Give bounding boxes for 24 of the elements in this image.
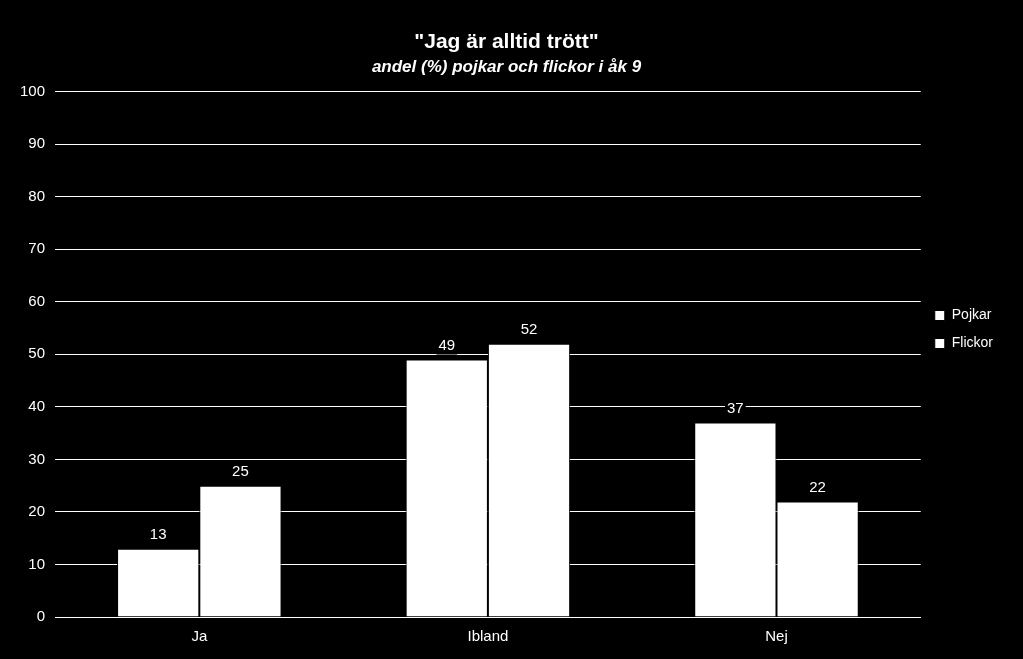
y-tick-label: 90 bbox=[28, 134, 46, 152]
legend-label: Flickor bbox=[951, 334, 994, 351]
y-tick-label: 0 bbox=[36, 607, 46, 625]
y-tick-label: 50 bbox=[28, 344, 46, 362]
data-label: 22 bbox=[809, 478, 826, 496]
data-label: 52 bbox=[520, 320, 538, 338]
data-label: 13 bbox=[149, 525, 167, 543]
chart-title: "Jag är alltid trött" bbox=[414, 29, 599, 53]
y-tick-label: 10 bbox=[28, 554, 46, 572]
y-tick-label: 100 bbox=[20, 81, 46, 99]
y-tick-label: 80 bbox=[28, 186, 46, 204]
y-tick-label: 20 bbox=[28, 502, 46, 520]
data-label: 37 bbox=[727, 399, 744, 417]
y-tick-label: 60 bbox=[28, 291, 46, 309]
x-tick-label: Ja bbox=[191, 627, 208, 645]
x-tick-label: Nej bbox=[765, 627, 788, 645]
legend-label: Pojkar bbox=[951, 306, 992, 323]
data-label: 25 bbox=[232, 462, 249, 480]
data-label: 49 bbox=[438, 336, 456, 354]
y-tick-label: 70 bbox=[28, 239, 46, 257]
chart-subtitle: andel (%) pojkar och flickor i åk 9 bbox=[371, 57, 642, 77]
x-tick-label: Ibland bbox=[467, 627, 509, 645]
y-tick-label: 40 bbox=[28, 396, 46, 414]
y-tick-label: 30 bbox=[28, 449, 46, 467]
